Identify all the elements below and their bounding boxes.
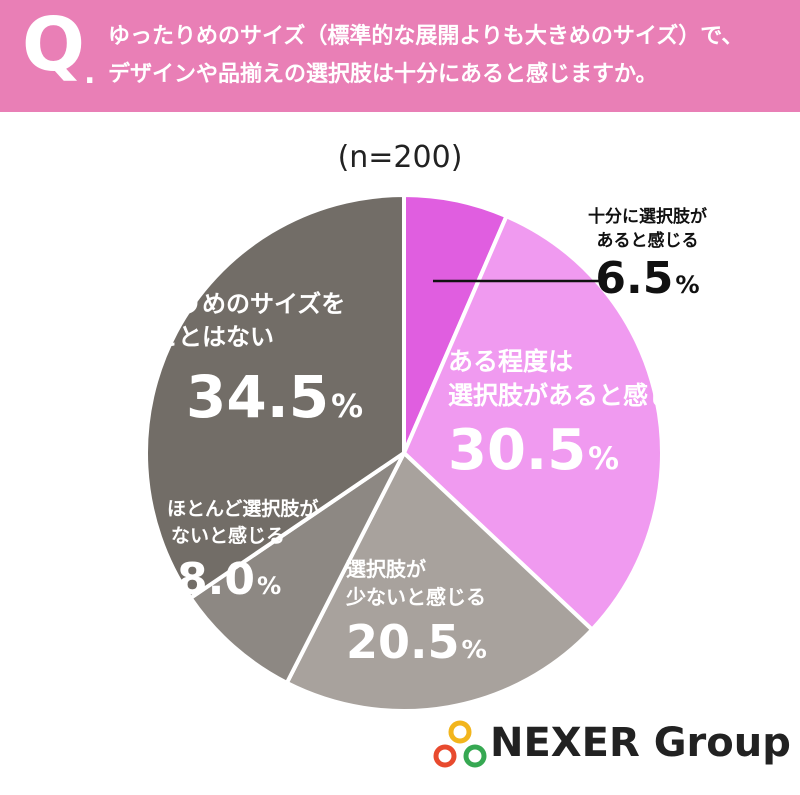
pie-slices bbox=[144, 193, 664, 713]
slice-value-s1-number: 30.5 bbox=[448, 418, 587, 483]
slice-value-s4: 34.5% bbox=[106, 368, 363, 426]
pie-slice-1 bbox=[402, 214, 664, 632]
logo-text: NEXER Group bbox=[490, 720, 791, 766]
slice-value-s2-number: 20.5 bbox=[346, 615, 460, 669]
slice-label-s3: ほとんど選択肢が ないと感じる 8.0% bbox=[167, 496, 318, 602]
nexer-group-logo: NEXER Group bbox=[430, 710, 791, 780]
slice-value-s1-unit: % bbox=[588, 441, 620, 477]
logo-ring-red bbox=[433, 744, 457, 768]
slice-value-s0-unit: % bbox=[675, 271, 700, 299]
logo-rings-icon bbox=[433, 720, 487, 768]
slice-label-s2: 選択肢が 少ないと感じる 20.5% bbox=[346, 555, 487, 665]
logo-ring-green bbox=[463, 744, 487, 768]
slice-label-s2-line2: 少ないと感じる bbox=[346, 585, 486, 609]
slice-value-s2-unit: % bbox=[461, 635, 487, 664]
slice-value-s0-number: 6.5 bbox=[595, 253, 674, 304]
question-dot: . bbox=[84, 56, 96, 91]
question-text: ゆったりめのサイズ（標準的な展開よりも大きめのサイズ）で、 デザインや品揃えの選… bbox=[108, 18, 788, 94]
pie-slice-4 bbox=[144, 193, 406, 601]
slice-label-s0-line2: あると感じる bbox=[596, 231, 699, 251]
question-line-1: ゆったりめのサイズ（標準的な展開よりも大きめのサイズ）で、 bbox=[108, 24, 744, 49]
slice-label-s1: ある程度は 選択肢があると感じる 30.5% bbox=[448, 345, 698, 479]
slice-value-s4-number: 34.5 bbox=[186, 363, 330, 431]
slice-label-s0-line1: 十分に選択肢が bbox=[588, 207, 707, 227]
slice-value-s4-unit: % bbox=[331, 387, 364, 425]
slice-label-s0: 十分に選択肢が あると感じる 6.5% bbox=[588, 205, 707, 301]
slice-label-s3-line2: ないと感じる bbox=[171, 525, 286, 547]
slice-value-s1: 30.5% bbox=[448, 423, 698, 479]
slice-label-s1-line1: ある程度は bbox=[448, 347, 574, 376]
slice-value-s0: 6.5% bbox=[588, 257, 707, 301]
slice-label-s2-line1: 選択肢が bbox=[346, 557, 426, 581]
slice-label-s1-line2: 選択肢があると感じる bbox=[448, 381, 699, 410]
slice-label-s4: 自分は ゆったりめのサイズを 選ぶことはない 34.5% bbox=[106, 255, 363, 426]
slice-label-s4-line3: 選ぶことはない bbox=[106, 323, 274, 351]
slice-label-s4-line2: ゆったりめのサイズを bbox=[106, 290, 346, 318]
slice-value-s3-unit: % bbox=[256, 572, 282, 600]
question-mark-q: Q bbox=[22, 2, 85, 88]
slice-value-s3-number: 8.0 bbox=[177, 554, 255, 605]
pie-slice-2 bbox=[284, 451, 595, 713]
logo-ring-yellow bbox=[448, 720, 472, 744]
sample-size: (n=200) bbox=[337, 140, 463, 175]
slice-label-s3-line1: ほとんど選択肢が bbox=[167, 498, 319, 520]
slice-label-s4-line1: 自分は bbox=[106, 257, 178, 285]
pie-slice-3 bbox=[188, 451, 406, 685]
question-header: Q . ゆったりめのサイズ（標準的な展開よりも大きめのサイズ）で、 デザインや品… bbox=[0, 0, 800, 112]
question-line-2: デザインや品揃えの選択肢は十分にあると感じますか。 bbox=[108, 62, 658, 87]
slice-value-s3: 8.0% bbox=[167, 558, 318, 602]
slice-value-s2: 20.5% bbox=[346, 619, 487, 665]
